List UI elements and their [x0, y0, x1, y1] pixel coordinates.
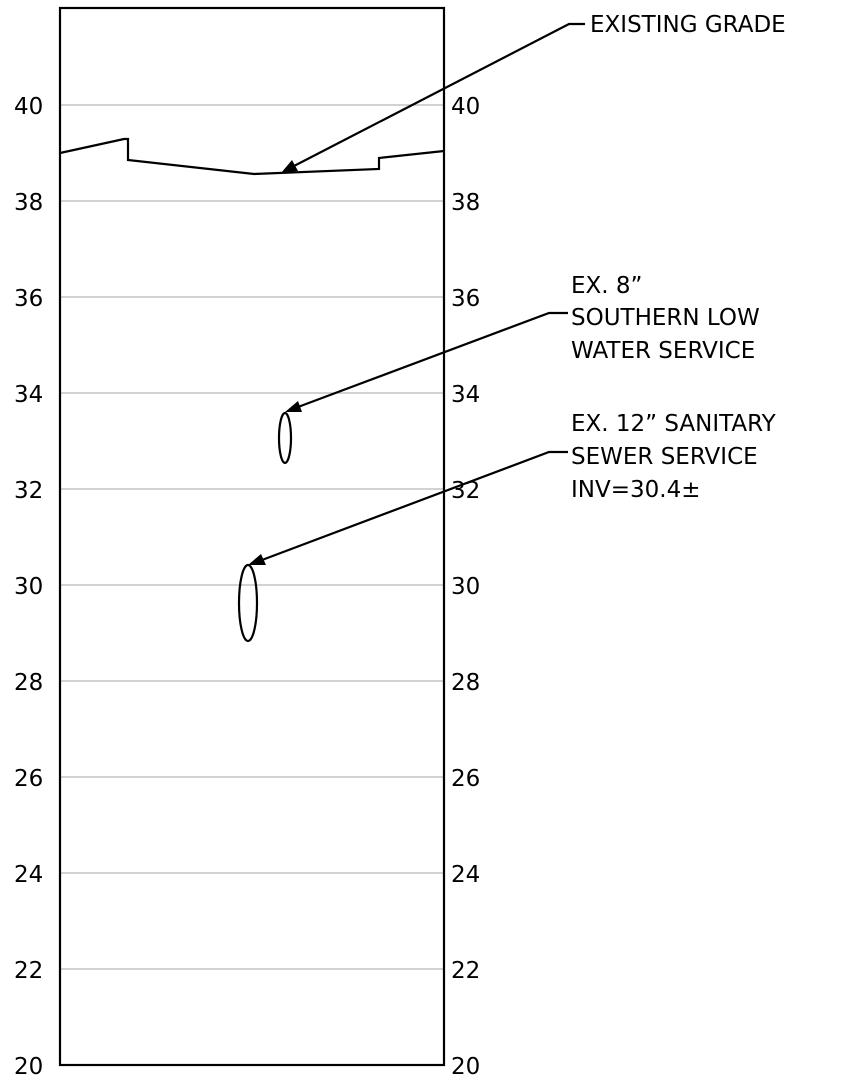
right-tick-24: 24 [451, 862, 480, 888]
sewer-service-label-line-3: INV=30.4± [571, 477, 700, 503]
right-tick-36: 36 [451, 286, 480, 312]
existing-grade-line [59, 137, 445, 176]
existing-grade-label: EXISTING GRADE [590, 12, 786, 38]
left-tick-22: 22 [14, 958, 43, 984]
left-tick-32: 32 [14, 478, 43, 504]
right-tick-22: 22 [451, 958, 480, 984]
right-tick-32: 32 [451, 478, 480, 504]
existing-grade-leader-line [293, 22, 585, 167]
existing-grade-leader [281, 22, 585, 173]
sewer-pipe-ellipse [237, 563, 259, 643]
water-service-label: EX. 8” SOUTHERN LOW WATER SERVICE [571, 273, 760, 364]
sewer-service-leader [248, 450, 568, 565]
right-tick-28: 28 [451, 670, 480, 696]
sewer-service-arrowhead [248, 554, 266, 565]
left-tick-38: 38 [14, 190, 43, 216]
left-tick-30: 30 [14, 574, 43, 600]
left-tick-28: 28 [14, 670, 43, 696]
sewer-service-label: EX. 12” SANITARY SEWER SERVICE INV=30.4± [571, 411, 777, 503]
right-elevation-labels: 40 38 36 34 32 30 28 26 24 22 20 [451, 94, 480, 1080]
right-tick-34: 34 [451, 382, 480, 408]
left-tick-34: 34 [14, 382, 43, 408]
right-tick-38: 38 [451, 190, 480, 216]
right-tick-20: 20 [451, 1054, 480, 1080]
existing-grade-arrowhead [281, 160, 298, 173]
sewer-service-label-line-1: EX. 12” SANITARY [571, 411, 777, 437]
water-service-leader-line [297, 311, 568, 409]
left-tick-24: 24 [14, 862, 43, 888]
left-tick-40: 40 [14, 94, 43, 120]
elevation-gridlines [60, 104, 444, 970]
left-tick-26: 26 [14, 766, 43, 792]
right-tick-40: 40 [451, 94, 480, 120]
right-tick-26: 26 [451, 766, 480, 792]
water-service-label-line-1: EX. 8” [571, 273, 642, 299]
water-pipe-ellipse [277, 411, 293, 465]
right-tick-30: 30 [451, 574, 480, 600]
water-service-label-line-3: WATER SERVICE [571, 338, 755, 364]
water-service-arrowhead [285, 401, 302, 412]
left-tick-36: 36 [14, 286, 43, 312]
water-service-leader [285, 311, 568, 412]
water-service-label-line-2: SOUTHERN LOW [571, 305, 760, 331]
sewer-service-label-line-2: SEWER SERVICE [571, 444, 758, 470]
sewer-service-leader-line [261, 450, 568, 562]
profile-frame [58, 6, 446, 1067]
left-tick-20: 20 [14, 1054, 43, 1080]
left-elevation-labels: 40 38 36 34 32 30 28 26 24 22 20 [14, 94, 43, 1080]
